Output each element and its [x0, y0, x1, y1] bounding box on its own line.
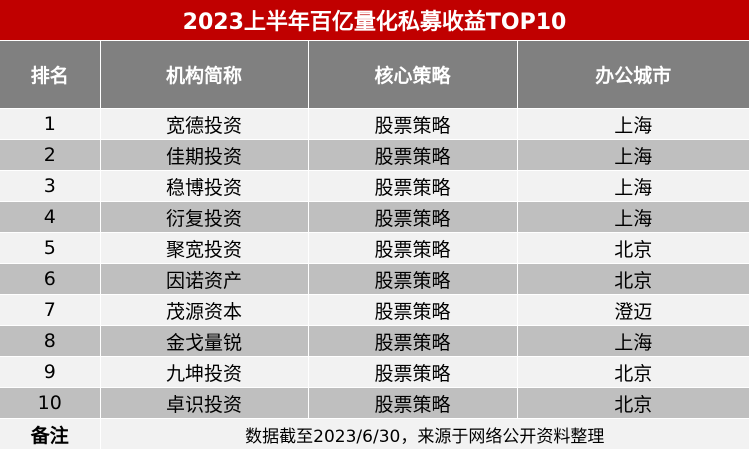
header-institution: 机构简称 [100, 41, 309, 109]
table-row: 7 茂源资本 股票策略 澄迈 [0, 294, 749, 326]
note-row: 备注 数据截至2023/6/30，来源于网络公开资料整理 [0, 418, 749, 450]
institution-cell: 衍复投资 [100, 201, 309, 233]
institution-cell: 九坤投资 [100, 356, 309, 388]
strategy-cell: 股票策略 [308, 263, 518, 295]
city-cell: 北京 [517, 356, 749, 388]
strategy-cell: 股票策略 [308, 325, 518, 357]
institution-cell: 卓识投资 [100, 387, 309, 419]
city-cell: 北京 [517, 387, 749, 419]
rank-cell: 5 [0, 232, 101, 264]
rank-cell: 10 [0, 387, 101, 419]
city-cell: 上海 [517, 139, 749, 171]
table-title: 2023上半年百亿量化私募收益TOP10 [0, 0, 749, 41]
strategy-cell: 股票策略 [308, 232, 518, 264]
note-label: 备注 [0, 418, 101, 450]
city-cell: 北京 [517, 232, 749, 264]
city-cell: 澄迈 [517, 294, 749, 326]
rank-cell: 4 [0, 201, 101, 233]
table-row: 4 衍复投资 股票策略 上海 [0, 201, 749, 233]
strategy-cell: 股票策略 [308, 201, 518, 233]
rank-cell: 7 [0, 294, 101, 326]
strategy-cell: 股票策略 [308, 387, 518, 419]
rank-cell: 1 [0, 108, 101, 140]
header-city: 办公城市 [517, 41, 749, 109]
institution-cell: 佳期投资 [100, 139, 309, 171]
institution-cell: 因诺资产 [100, 263, 309, 295]
strategy-cell: 股票策略 [308, 139, 518, 171]
city-cell: 上海 [517, 170, 749, 202]
header-rank: 排名 [0, 41, 101, 109]
strategy-cell: 股票策略 [308, 294, 518, 326]
rank-cell: 9 [0, 356, 101, 388]
strategy-cell: 股票策略 [308, 108, 518, 140]
rank-cell: 3 [0, 170, 101, 202]
table-row: 1 宽德投资 股票策略 上海 [0, 108, 749, 140]
institution-cell: 稳博投资 [100, 170, 309, 202]
table-row: 3 稳博投资 股票策略 上海 [0, 170, 749, 202]
city-cell: 上海 [517, 201, 749, 233]
note-text: 数据截至2023/6/30，来源于网络公开资料整理 [100, 418, 749, 450]
institution-cell: 宽德投资 [100, 108, 309, 140]
table-row: 2 佳期投资 股票策略 上海 [0, 139, 749, 171]
header-strategy: 核心策略 [308, 41, 518, 109]
table-row: 6 因诺资产 股票策略 北京 [0, 263, 749, 295]
strategy-cell: 股票策略 [308, 356, 518, 388]
rank-cell: 6 [0, 263, 101, 295]
table-row: 8 金戈量锐 股票策略 上海 [0, 325, 749, 357]
strategy-cell: 股票策略 [308, 170, 518, 202]
table-row: 9 九坤投资 股票策略 北京 [0, 356, 749, 388]
header-row: 排名 机构简称 核心策略 办公城市 [0, 41, 749, 109]
institution-cell: 茂源资本 [100, 294, 309, 326]
table-row: 5 聚宽投资 股票策略 北京 [0, 232, 749, 264]
rank-cell: 2 [0, 139, 101, 171]
city-cell: 上海 [517, 325, 749, 357]
table-row: 10 卓识投资 股票策略 北京 [0, 387, 749, 419]
ranking-table: 排名 机构简称 核心策略 办公城市 1 宽德投资 股票策略 上海 2 佳期投资 股票策略 上海… [0, 41, 749, 450]
institution-cell: 金戈量锐 [100, 325, 309, 357]
institution-cell: 聚宽投资 [100, 232, 309, 264]
city-cell: 北京 [517, 263, 749, 295]
city-cell: 上海 [517, 108, 749, 140]
rank-cell: 8 [0, 325, 101, 357]
